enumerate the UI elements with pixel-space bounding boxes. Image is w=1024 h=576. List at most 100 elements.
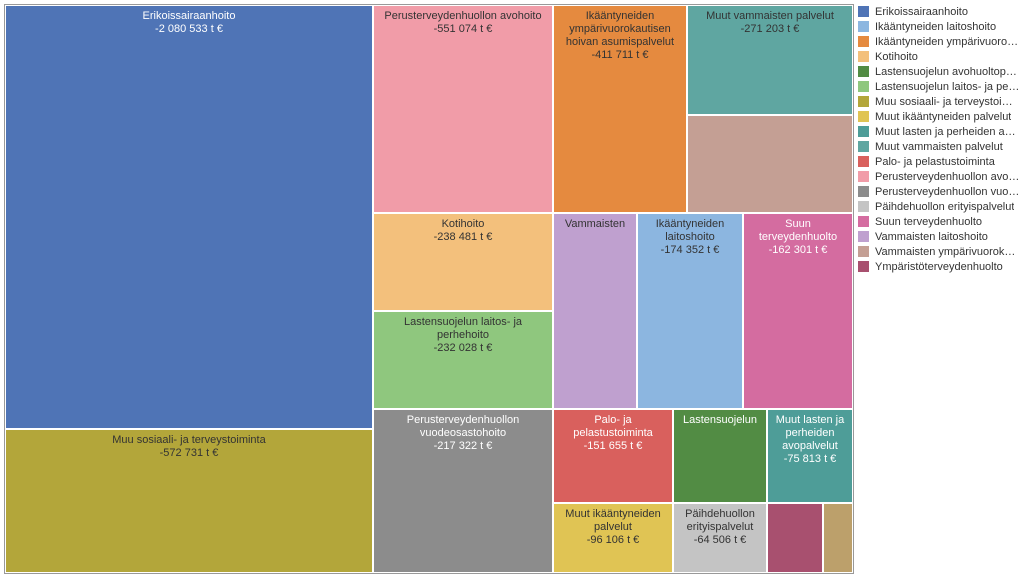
legend-swatch-icon (858, 201, 869, 212)
legend-item[interactable]: Muut lasten ja perheiden avopalvelut (858, 124, 1020, 139)
legend-swatch-icon (858, 126, 869, 137)
cell-label: Ikääntyneiden laitoshoito (642, 218, 738, 244)
treemap-cell-erikois[interactable]: Erikoissairaanhoito-2 080 533 t € (5, 5, 373, 429)
legend-swatch-icon (858, 216, 869, 227)
cell-value: -162 301 t € (748, 244, 848, 257)
legend-item[interactable]: Muu sosiaali- ja terveystoiminta (858, 94, 1020, 109)
legend-label: Ikääntyneiden laitoshoito (875, 21, 996, 33)
legend-label: Vammaisten laitoshoito (875, 231, 988, 243)
cell-label: Perusterveydenhuollon vuodeosastohoito (378, 414, 548, 440)
cell-value: -551 074 t € (378, 23, 548, 36)
legend-item[interactable]: Perusterveydenhuollon avohoito (858, 169, 1020, 184)
cell-value: -217 322 t € (378, 440, 548, 453)
cell-value: -271 203 t € (692, 23, 848, 36)
legend-item[interactable]: Ikääntyneiden ympärivuorokautisen hoivan… (858, 34, 1020, 49)
cell-value: -174 352 t € (642, 244, 738, 257)
treemap-cell-lastavo[interactable]: Lastensuojelun (673, 409, 767, 503)
treemap-cell-paihde[interactable]: Päihdehuollon erityispalvelut-64 506 t € (673, 503, 767, 573)
cell-value: -96 106 t € (558, 534, 668, 547)
cell-label: Lastensuojelun (678, 414, 762, 427)
cell-label: Muut lasten ja perheiden avopalvelut (772, 414, 848, 453)
cell-value: -151 655 t € (558, 440, 668, 453)
treemap-cell-muusos[interactable]: Muu sosiaali- ja terveystoiminta-572 731… (5, 429, 373, 573)
cell-label: Muut vammaisten palvelut (692, 10, 848, 23)
legend-swatch-icon (858, 186, 869, 197)
legend-item[interactable]: Kotihoito (858, 49, 1020, 64)
legend-item[interactable]: Muut ikääntyneiden palvelut (858, 109, 1020, 124)
legend-item[interactable]: Suun terveydenhuolto (858, 214, 1020, 229)
legend-label: Lastensuojelun avohuoltopalvelut (875, 66, 1020, 78)
cell-label: Muut ikääntyneiden palvelut (558, 508, 668, 534)
cell-label: Suun terveydenhuolto (748, 218, 848, 244)
stage: Erikoissairaanhoito-2 080 533 t €Muu sos… (0, 0, 1024, 576)
legend-item[interactable]: Muut vammaisten palvelut (858, 139, 1020, 154)
legend-label: Vammaisten ympärivuorokautisen hoivan as… (875, 246, 1020, 258)
cell-label: Kotihoito (378, 218, 548, 231)
legend-swatch-icon (858, 36, 869, 47)
legend-label: Päihdehuollon erityispalvelut (875, 201, 1014, 213)
legend-swatch-icon (858, 21, 869, 32)
legend-label: Palo- ja pelastustoiminta (875, 156, 995, 168)
legend-label: Muut vammaisten palvelut (875, 141, 1003, 153)
legend-item[interactable]: Vammaisten laitoshoito (858, 229, 1020, 244)
cell-value: -64 506 t € (678, 534, 762, 547)
legend-swatch-icon (858, 141, 869, 152)
treemap: Erikoissairaanhoito-2 080 533 t €Muu sos… (4, 4, 854, 574)
legend-item[interactable]: Palo- ja pelastustoiminta (858, 154, 1020, 169)
cell-value: -238 481 t € (378, 231, 548, 244)
treemap-cell-ikalait[interactable]: Ikääntyneiden laitoshoito-174 352 t € (637, 213, 743, 409)
legend-label: Perusterveydenhuollon vuodeosastohoito (875, 186, 1020, 198)
treemap-cell-muutika[interactable]: Muut ikääntyneiden palvelut-96 106 t € (553, 503, 673, 573)
treemap-cell-ikayh[interactable]: Ikääntyneiden ympärivuorokautisen hoivan… (553, 5, 687, 213)
cell-label: Vammaisten (558, 218, 632, 231)
legend-swatch-icon (858, 66, 869, 77)
legend-swatch-icon (858, 246, 869, 257)
legend-label: Perusterveydenhuollon avohoito (875, 171, 1020, 183)
cell-value: -2 080 533 t € (10, 23, 368, 36)
legend-swatch-icon (858, 231, 869, 242)
treemap-cell-lastlp[interactable]: Lastensuojelun laitos- ja perhehoito-232… (373, 311, 553, 409)
cell-label: Perusterveydenhuollon avohoito (378, 10, 548, 23)
legend-swatch-icon (858, 81, 869, 92)
legend-label: Ikääntyneiden ympärivuorokautisen hoivan… (875, 36, 1020, 48)
treemap-cell-perusavo[interactable]: Perusterveydenhuollon avohoito-551 074 t… (373, 5, 553, 213)
legend-label: Kotihoito (875, 51, 918, 63)
cell-label: Muu sosiaali- ja terveystoiminta (10, 434, 368, 447)
treemap-cell-vammymp[interactable] (687, 115, 853, 213)
cell-value: -411 711 t € (558, 49, 682, 62)
legend-swatch-icon (858, 261, 869, 272)
treemap-cell-muutvamm[interactable]: Muut vammaisten palvelut-271 203 t € (687, 5, 853, 115)
cell-value: -75 813 t € (772, 453, 848, 466)
treemap-cell-tiny[interactable] (823, 503, 853, 573)
legend-item[interactable]: Päihdehuollon erityispalvelut (858, 199, 1020, 214)
cell-label: Päihdehuollon erityispalvelut (678, 508, 762, 534)
legend-label: Muu sosiaali- ja terveystoiminta (875, 96, 1020, 108)
cell-value: -232 028 t € (378, 342, 548, 355)
legend-label: Suun terveydenhuolto (875, 216, 982, 228)
legend-swatch-icon (858, 6, 869, 17)
treemap-cell-kotihoito[interactable]: Kotihoito-238 481 t € (373, 213, 553, 311)
legend-label: Muut lasten ja perheiden avopalvelut (875, 126, 1020, 138)
cell-label: Palo- ja pelastustoiminta (558, 414, 668, 440)
legend-label: Erikoissairaanhoito (875, 6, 968, 18)
cell-value: -572 731 t € (10, 447, 368, 460)
legend-item[interactable]: Vammaisten ympärivuorokautisen hoivan as… (858, 244, 1020, 259)
treemap-cell-perusvuo[interactable]: Perusterveydenhuollon vuodeosastohoito-2… (373, 409, 553, 573)
legend-item[interactable]: Lastensuojelun laitos- ja perhehoito (858, 79, 1020, 94)
treemap-cell-muutlap[interactable]: Muut lasten ja perheiden avopalvelut-75 … (767, 409, 853, 503)
cell-label: Lastensuojelun laitos- ja perhehoito (378, 316, 548, 342)
legend-item[interactable]: Lastensuojelun avohuoltopalvelut (858, 64, 1020, 79)
cell-label: Ikääntyneiden ympärivuorokautisen hoivan… (558, 10, 682, 49)
legend-label: Ympäristöterveydenhuolto (875, 261, 1003, 273)
legend-label: Lastensuojelun laitos- ja perhehoito (875, 81, 1020, 93)
legend-swatch-icon (858, 156, 869, 167)
legend-item[interactable]: Ikääntyneiden laitoshoito (858, 19, 1020, 34)
legend-item[interactable]: Erikoissairaanhoito (858, 4, 1020, 19)
treemap-cell-palo[interactable]: Palo- ja pelastustoiminta-151 655 t € (553, 409, 673, 503)
treemap-cell-suun[interactable]: Suun terveydenhuolto-162 301 t € (743, 213, 853, 409)
legend-swatch-icon (858, 96, 869, 107)
treemap-cell-ymp[interactable] (767, 503, 823, 573)
legend-item[interactable]: Ympäristöterveydenhuolto (858, 259, 1020, 274)
treemap-cell-vammlait[interactable]: Vammaisten (553, 213, 637, 409)
legend-item[interactable]: Perusterveydenhuollon vuodeosastohoito (858, 184, 1020, 199)
